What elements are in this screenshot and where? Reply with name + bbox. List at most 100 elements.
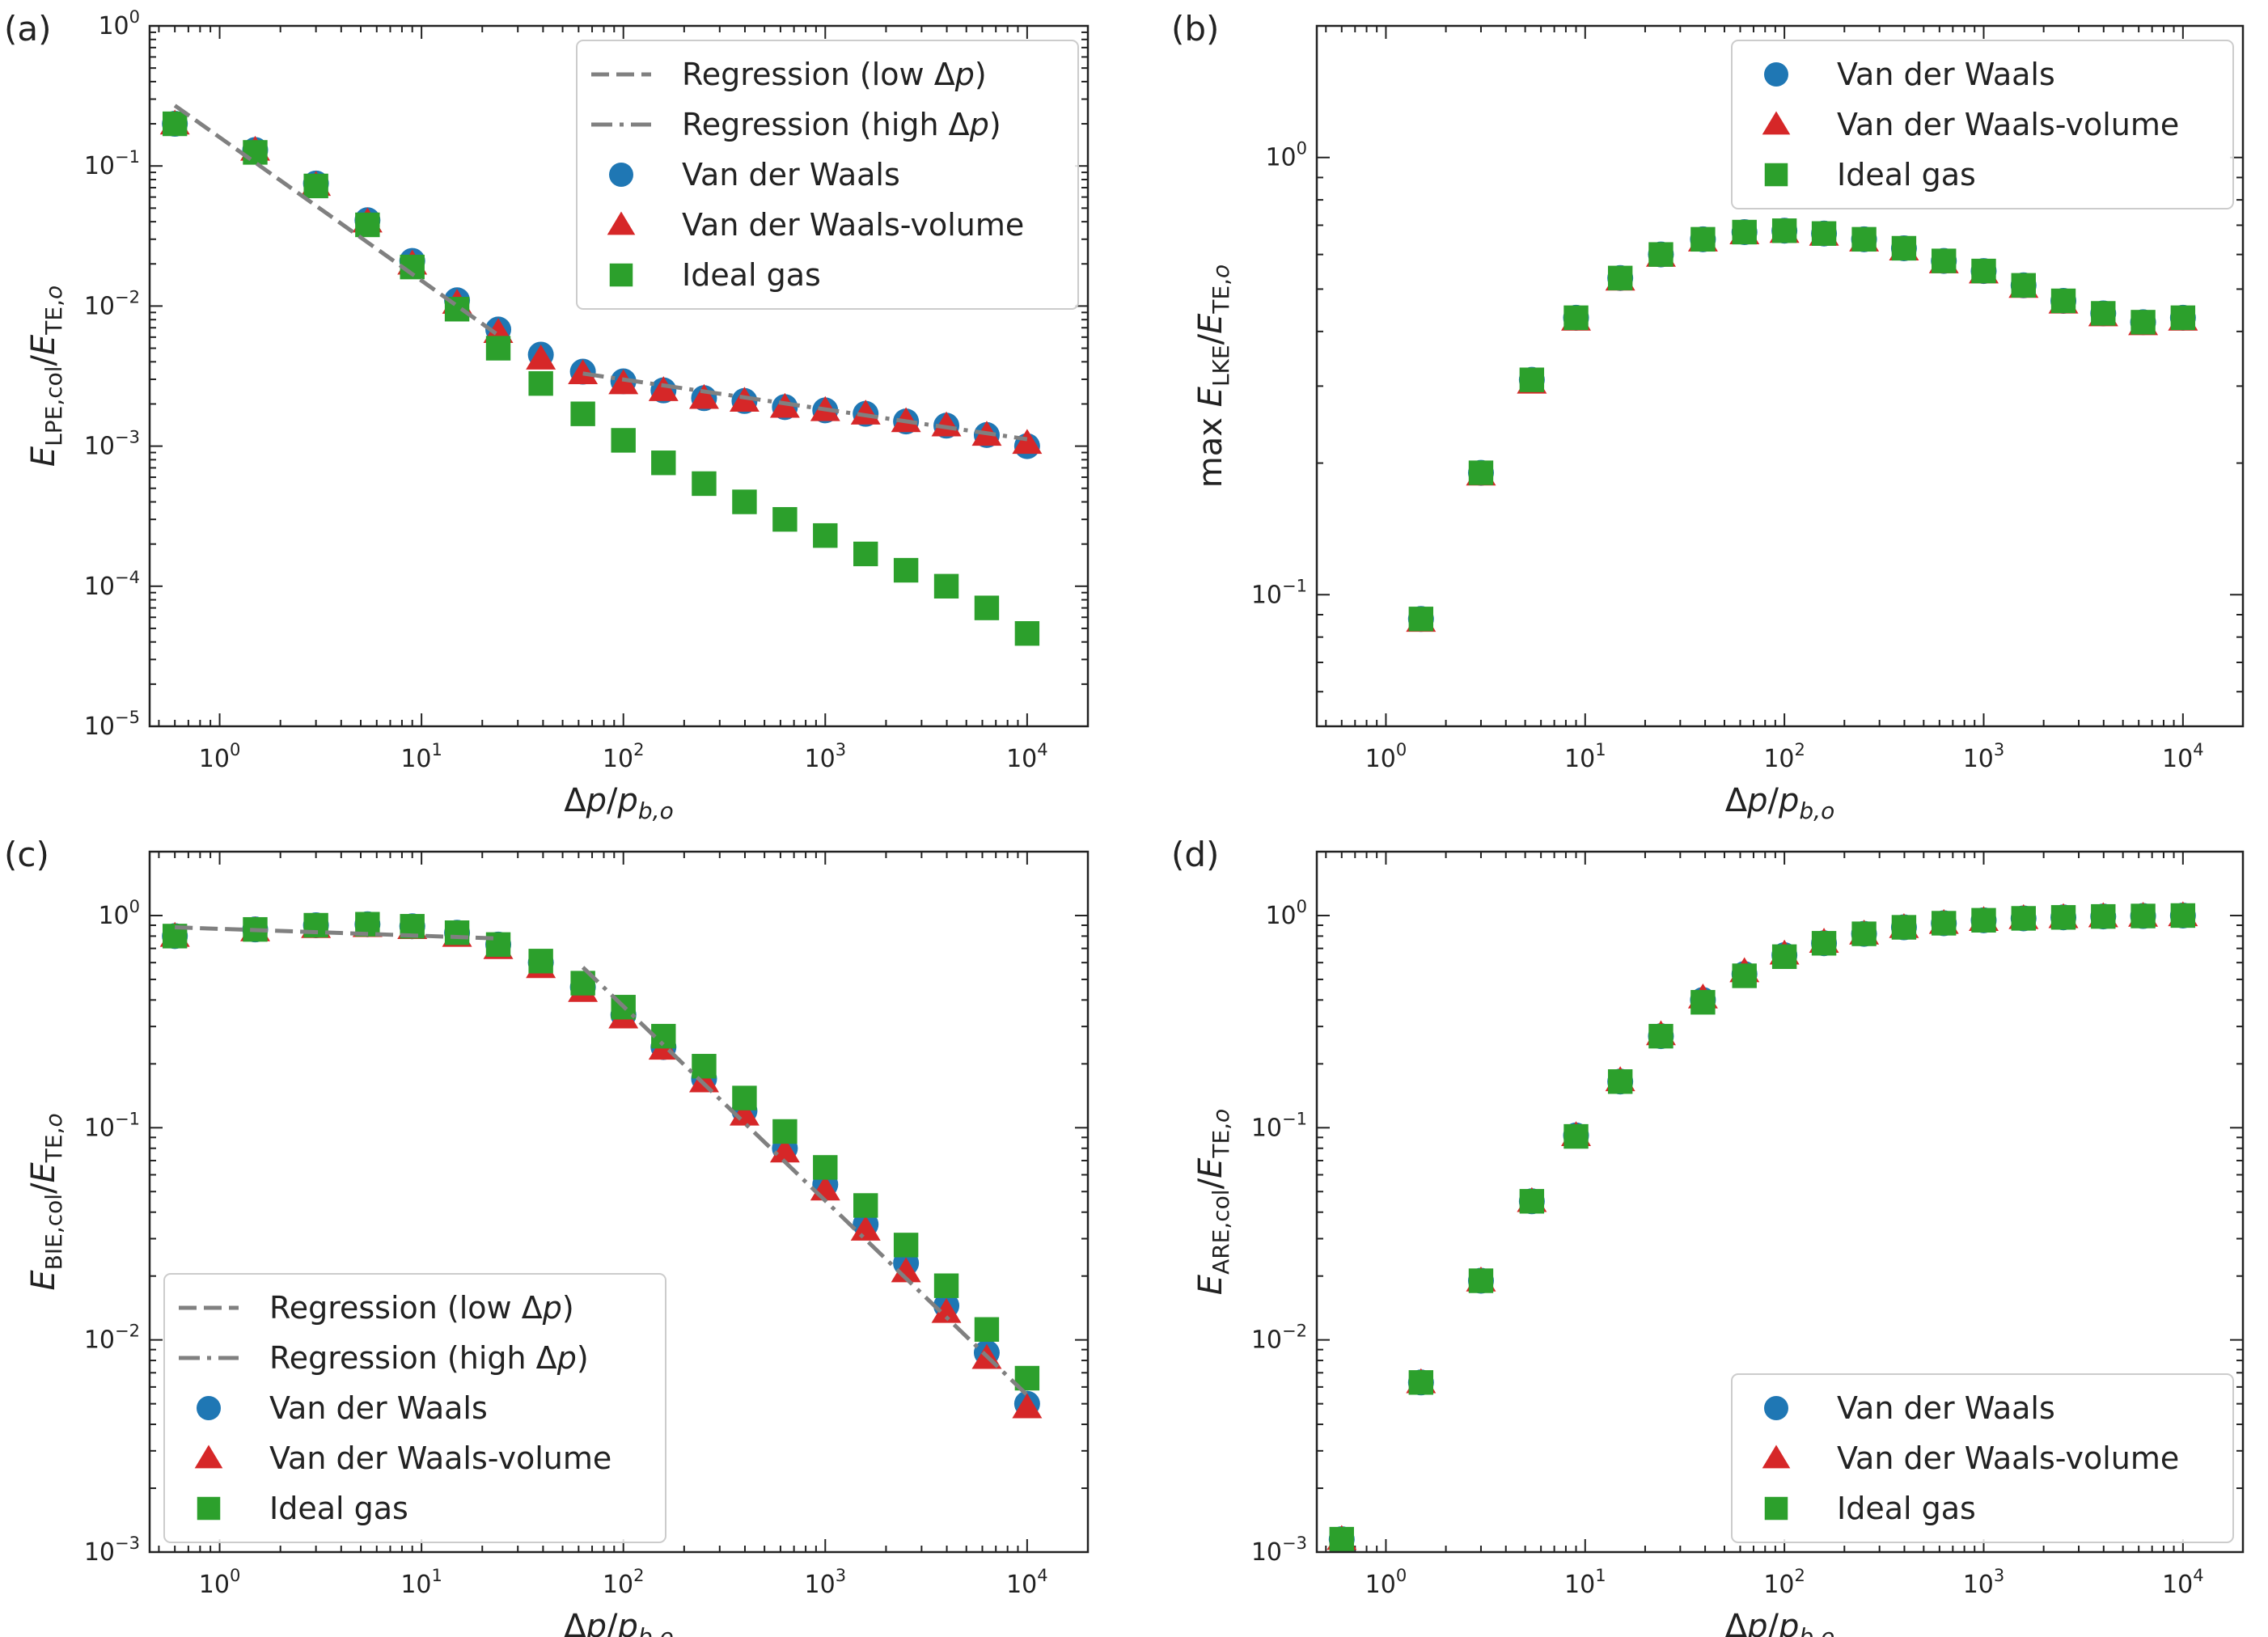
legend-marker-square bbox=[197, 1496, 221, 1521]
legend-marker-circle bbox=[1764, 62, 1788, 87]
plot-area bbox=[159, 104, 1043, 646]
data-point-triangle bbox=[769, 1137, 800, 1163]
data-point-square bbox=[1732, 963, 1757, 988]
y-tick-label: 100 bbox=[1265, 897, 1307, 930]
x-tick-label: 102 bbox=[603, 1566, 645, 1599]
legend-marker-circle bbox=[609, 163, 633, 187]
y-tick-label: 100 bbox=[1265, 139, 1307, 172]
y-axis-label: max ELKE/ETE,o bbox=[1192, 264, 1234, 488]
regression-high-line bbox=[581, 966, 1029, 1397]
data-point-square bbox=[2170, 305, 2196, 331]
y-tick-label: 10−2 bbox=[84, 1322, 140, 1355]
legend-box bbox=[1731, 40, 2234, 209]
data-point-square bbox=[2050, 905, 2076, 930]
panel-c: 100 101 102 103 104 100 10−1 10−2 10−3 Δp/pb,o EBI… bbox=[4, 835, 1090, 1637]
data-point-triangle bbox=[608, 369, 639, 395]
regression-high-line bbox=[582, 371, 1028, 442]
series-square bbox=[1329, 903, 2196, 1552]
data-point-square bbox=[1329, 1526, 1354, 1552]
data-point-square bbox=[1811, 221, 1837, 246]
data-point-square bbox=[1408, 1370, 1434, 1395]
legend-label: Ideal gas bbox=[269, 1491, 408, 1526]
data-point-square bbox=[1468, 460, 1494, 485]
legend-label: Ideal gas bbox=[1837, 1491, 1976, 1526]
legend-marker-square bbox=[1764, 163, 1788, 187]
series-triangle bbox=[1406, 218, 2198, 632]
legend-marker-triangle bbox=[1762, 111, 1791, 135]
legend-marker-circle bbox=[197, 1396, 221, 1420]
ticks bbox=[1317, 26, 2243, 726]
data-point-square bbox=[570, 401, 595, 426]
x-tick-label: 100 bbox=[199, 740, 241, 773]
data-point-square bbox=[893, 1233, 919, 1258]
panel-b: 100 101 102 103 104 100 10−1 Δp/pb,o max ELKE/ET… bbox=[1171, 9, 2245, 824]
data-point-square bbox=[1408, 607, 1434, 632]
data-point-square bbox=[651, 450, 676, 476]
series-circle bbox=[1407, 218, 2196, 632]
y-tick-label: 10−4 bbox=[84, 568, 140, 601]
panel-d: 100 101 102 103 104 100 10−1 10−2 10−3 Δp/pb,o EAR… bbox=[1171, 835, 2245, 1637]
legend-label: Regression (low Δp) bbox=[269, 1290, 574, 1326]
ticks bbox=[1317, 852, 2243, 1553]
data-point-square bbox=[1732, 219, 1757, 245]
data-point-square bbox=[1014, 621, 1040, 646]
data-point-square bbox=[1519, 1189, 1545, 1214]
data-point-triangle bbox=[648, 376, 679, 401]
x-tick-label: 103 bbox=[805, 740, 847, 773]
data-point-square bbox=[692, 471, 717, 497]
data-point-square bbox=[1563, 305, 1589, 331]
x-tick-label: 104 bbox=[2162, 740, 2204, 773]
legend-label: Van der Waals-volume bbox=[1837, 107, 2179, 142]
y-tick-label: 10−1 bbox=[84, 147, 140, 180]
data-point-square bbox=[974, 595, 1000, 620]
x-tick-label: 100 bbox=[1365, 1566, 1407, 1599]
series-square bbox=[1408, 218, 2196, 632]
data-point-square bbox=[853, 541, 878, 567]
ticks bbox=[150, 25, 1088, 727]
data-point-triangle bbox=[688, 1067, 719, 1093]
data-point-square bbox=[813, 1155, 838, 1180]
data-point-square bbox=[1811, 931, 1837, 956]
x-tick-label: 104 bbox=[1006, 740, 1048, 773]
plot-frame bbox=[148, 24, 1090, 728]
data-point-square bbox=[355, 212, 380, 238]
data-point-square bbox=[528, 949, 553, 974]
x-tick-label: 102 bbox=[603, 740, 645, 773]
plot-area bbox=[1406, 218, 2198, 632]
y-tick-label: 10−1 bbox=[1251, 576, 1307, 609]
data-point-square bbox=[2130, 310, 2156, 335]
data-point-square bbox=[1932, 911, 1957, 936]
data-point-triangle bbox=[850, 1216, 881, 1241]
x-axis-label: Δp/pb,o bbox=[1725, 782, 1834, 824]
data-point-square bbox=[692, 1054, 717, 1079]
legend-box bbox=[576, 40, 1079, 310]
panel-a: 100 101 102 103 104 100 10−1 10−2 10−3 10−4 10−5 Δp… bbox=[4, 7, 1090, 824]
panel-label: (a) bbox=[4, 9, 52, 49]
legend-label: Ideal gas bbox=[1837, 157, 1976, 192]
x-axis-label: Δp/pb,o bbox=[564, 1608, 673, 1637]
x-tick-label: 100 bbox=[199, 1566, 241, 1599]
data-point-triangle bbox=[931, 1297, 962, 1323]
x-tick-label: 100 bbox=[1365, 740, 1407, 773]
data-point-square bbox=[1648, 242, 1673, 267]
data-point-square bbox=[1891, 915, 1917, 940]
x-tick-label: 101 bbox=[1564, 1566, 1606, 1599]
y-tick-label: 100 bbox=[98, 7, 140, 40]
x-tick-label: 102 bbox=[1763, 740, 1805, 773]
data-point-square bbox=[1851, 226, 1877, 252]
panel-label: (c) bbox=[4, 835, 49, 874]
data-point-square bbox=[1851, 921, 1877, 946]
legend: Regression (low Δp) Regression (high Δp) V… bbox=[576, 40, 1079, 310]
legend-label: Van der Waals bbox=[269, 1390, 488, 1426]
data-point-square bbox=[772, 1119, 798, 1144]
data-point-square bbox=[528, 370, 553, 396]
data-point-square bbox=[1690, 990, 1716, 1015]
data-point-square bbox=[2130, 903, 2156, 928]
legend-box bbox=[163, 1273, 666, 1543]
data-point-square bbox=[933, 573, 959, 599]
plot-area bbox=[159, 911, 1043, 1419]
data-point-square bbox=[1771, 218, 1797, 243]
data-point-square bbox=[893, 557, 919, 583]
series-square bbox=[162, 111, 1040, 646]
legend-marker-triangle bbox=[1762, 1445, 1791, 1469]
